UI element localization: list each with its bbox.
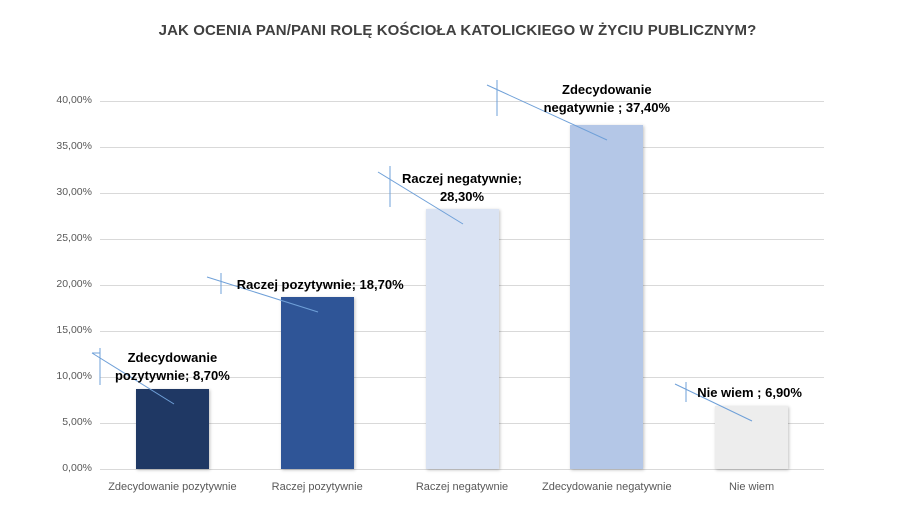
- x-tick-label: Zdecydowanie pozytywnie: [108, 481, 237, 493]
- bar-zdecydowanie-negatywnie[interactable]: [570, 124, 644, 469]
- y-tick-label: 30,00%: [56, 186, 92, 198]
- data-label-line: 28,30%: [439, 189, 485, 204]
- bar-nie-wiem[interactable]: [715, 405, 789, 469]
- y-tick-label: 0,00%: [62, 462, 92, 474]
- y-tick-label: 15,00%: [56, 324, 92, 336]
- gridline: [100, 147, 824, 148]
- gridline: [100, 469, 824, 470]
- data-label-line: Nie wiem ; 6,90%: [697, 385, 802, 400]
- data-label-line: negatywnie ; 37,40%: [543, 100, 671, 115]
- y-tick-label: 25,00%: [56, 232, 92, 244]
- x-tick-label: Raczej negatywnie: [415, 481, 509, 493]
- data-label-line: Zdecydowanie: [127, 350, 218, 365]
- data-label-line: Raczej pozytywnie; 18,70%: [236, 277, 404, 292]
- x-tick-label: Zdecydowanie negatywnie: [541, 481, 672, 493]
- y-tick-label: 10,00%: [56, 370, 92, 382]
- data-label: Raczej pozytywnie; 18,70%: [237, 276, 404, 294]
- data-label: Zdecydowanie pozytywnie; 8,70%: [115, 349, 230, 385]
- bar-raczej-negatywnie[interactable]: [425, 208, 499, 469]
- y-tick-label: 40,00%: [56, 94, 92, 106]
- data-label: Nie wiem ; 6,90%: [697, 384, 802, 402]
- y-tick-label: 5,00%: [62, 416, 92, 428]
- x-tick-label: Nie wiem: [728, 481, 775, 493]
- y-tick-label: 35,00%: [56, 140, 92, 152]
- gridline: [100, 193, 824, 194]
- bar-zdecydowanie-pozytywnie[interactable]: [135, 388, 209, 469]
- data-label: Zdecydowanie negatywnie ; 37,40%: [544, 81, 670, 117]
- data-label-line: Zdecydowanie: [562, 82, 652, 97]
- data-label-line: Raczej negatywnie;: [402, 171, 522, 186]
- bar-raczej-pozytywnie[interactable]: [280, 296, 354, 469]
- y-tick-label: 20,00%: [56, 278, 92, 290]
- x-tick-label: Raczej pozytywnie: [271, 481, 363, 493]
- plot-area: [100, 101, 824, 470]
- data-label: Raczej negatywnie; 28,30%: [402, 170, 522, 206]
- chart-title: JAK OCENIA PAN/PANI ROLĘ KOŚCIOŁA KATOLI…: [158, 22, 757, 39]
- data-label-line: pozytywnie; 8,70%: [114, 368, 230, 383]
- gridline: [100, 101, 824, 102]
